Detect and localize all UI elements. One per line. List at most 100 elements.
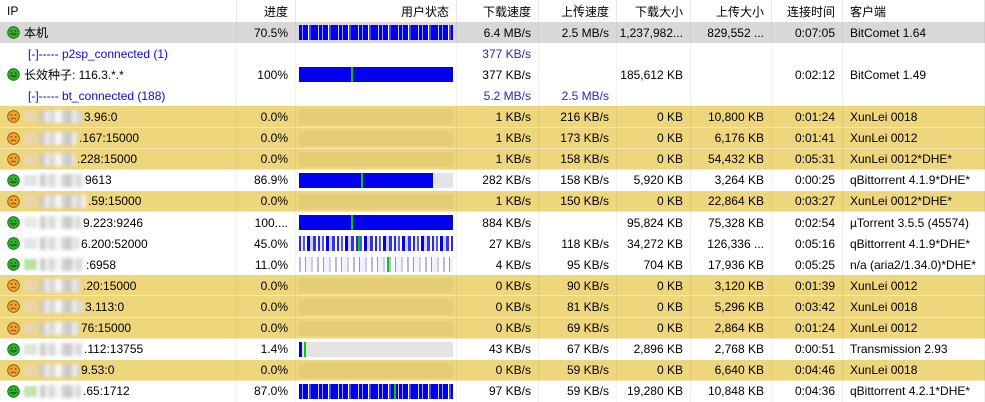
cell-ul_speed bbox=[539, 64, 617, 86]
peer-row[interactable]: 9613 86.9% 282 KB/s 158 KB/s 5,920 KB 3,264 K… bbox=[0, 169, 985, 191]
dl_speed-value: 377 KB/s bbox=[482, 67, 531, 82]
peer-row[interactable]: .59:15000 0.0% 1 KB/s 150 KB/s 0 KB 22,864 KB… bbox=[0, 190, 985, 212]
column-header-client[interactable]: 客户端 bbox=[843, 0, 985, 22]
ip-suffix: 3.113:0 bbox=[85, 299, 125, 314]
progress-pieces-bar bbox=[299, 341, 453, 357]
cell-ul_speed: 67 KB/s bbox=[539, 338, 617, 360]
group-toggle-link[interactable]: [-]----- p2sp_connected (1) bbox=[28, 46, 169, 61]
progress-value: 0.0% bbox=[260, 278, 288, 293]
group-row[interactable]: [-]----- bt_connected (188) 5.2 MB/s 2.5 M… bbox=[0, 85, 985, 107]
column-header-progress[interactable]: 进度 bbox=[237, 0, 296, 22]
table-body: 本机 70.5% 6.4 MB/s 2.5 MB/s 1,237,982... 829,5… bbox=[0, 22, 985, 402]
column-header-ip[interactable]: IP bbox=[0, 0, 237, 22]
ip-address-blurred bbox=[40, 300, 83, 314]
ip-address-blurred bbox=[40, 216, 81, 230]
progress-pieces-bar bbox=[299, 109, 453, 125]
cell-ul_speed: 2.5 MB/s bbox=[539, 85, 617, 107]
client-value: Transmission 2.93 bbox=[850, 342, 948, 357]
group-row[interactable]: [-]----- p2sp_connected (1) 377 KB/s bbox=[0, 43, 985, 65]
dl_speed-value: 97 KB/s bbox=[488, 384, 531, 399]
ul_size-value: 22,864 KB bbox=[707, 194, 764, 209]
cell-ul_speed: 59 KB/s bbox=[539, 380, 617, 402]
dl_speed-value: 6.4 MB/s bbox=[483, 25, 531, 40]
cell-dl_speed: 0 KB/s bbox=[457, 296, 539, 318]
cell-time: 0:05:31 bbox=[772, 148, 843, 170]
time-value: 0:01:41 bbox=[794, 131, 835, 146]
ip-suffix: 3.96:0 bbox=[84, 109, 118, 124]
dl_speed-value: 1 KB/s bbox=[495, 109, 531, 124]
dl_speed-value: 43 KB/s bbox=[488, 342, 531, 357]
peer-row[interactable]: :6958 11.0% 4 KB/s 95 KB/s 704 KB 17,936 KB 0:… bbox=[0, 254, 985, 276]
cell-time bbox=[772, 43, 843, 65]
progress-pieces-bar bbox=[299, 299, 453, 315]
cell-dl_size: 0 KB bbox=[617, 106, 691, 128]
cell-ip: .228:15000 bbox=[0, 148, 237, 170]
progress-value: 0.0% bbox=[260, 194, 288, 209]
cell-dl_size: 0 KB bbox=[617, 190, 691, 212]
peer-row[interactable]: .20:15000 0.0% 0 KB/s 90 KB/s 0 KB 3,120 KB 0:… bbox=[0, 275, 985, 297]
dl_speed-value: 884 KB/s bbox=[482, 215, 531, 230]
named-peer-row[interactable]: 长效种子: 116.3.*.* 100% 377 KB/s 185,612 KB 0:0… bbox=[0, 64, 985, 86]
client-value: qBittorrent 4.1.9*DHE* bbox=[850, 236, 971, 251]
column-header-dl_speed[interactable]: 下载速度 bbox=[457, 0, 539, 22]
ip-address-blurred bbox=[40, 279, 81, 293]
progress-pieces-bar bbox=[299, 320, 453, 336]
ul_speed-value: 90 KB/s bbox=[566, 278, 609, 293]
peer-row[interactable]: 76:15000 0.0% 0 KB/s 69 KB/s 0 KB 2,864 KB 0:0… bbox=[0, 317, 985, 339]
peer-row[interactable]: .228:15000 0.0% 1 KB/s 158 KB/s 0 KB 54,432 K… bbox=[0, 148, 985, 170]
progress-value: 0.0% bbox=[260, 299, 288, 314]
cell-progress: 0.0% bbox=[237, 359, 296, 381]
progress-pieces-bar bbox=[299, 193, 453, 209]
ip-address-blurred bbox=[40, 194, 86, 208]
country-flag-blurred bbox=[24, 385, 37, 397]
cell-dl_speed: 43 KB/s bbox=[457, 338, 539, 360]
time-value: 0:05:25 bbox=[794, 257, 835, 272]
cell-ul_size bbox=[691, 85, 772, 107]
peer-row[interactable]: 9.53:0 0.0% 0 KB/s 59 KB/s 0 KB 6,640 KB 0:04:… bbox=[0, 359, 985, 381]
cell-dl_size: 0 KB bbox=[617, 275, 691, 297]
peer-row[interactable]: .65:1712 87.0% 97 KB/s 59 KB/s 19,280 KB 10,8… bbox=[0, 380, 985, 402]
sad-face-icon bbox=[7, 110, 20, 124]
cell-dl_size: 19,280 KB bbox=[617, 380, 691, 402]
peer-row[interactable]: 6.200:52000 45.0% 27 KB/s 118 KB/s 34,272 KB… bbox=[0, 233, 985, 255]
time-value: 0:07:05 bbox=[794, 25, 835, 40]
dl_size-value: 0 KB bbox=[656, 299, 683, 314]
cell-progress: 0.0% bbox=[237, 317, 296, 339]
named-peer-row[interactable]: 本机 70.5% 6.4 MB/s 2.5 MB/s 1,237,982... 829,5… bbox=[0, 22, 985, 44]
column-header-ul_speed[interactable]: 上传速度 bbox=[539, 0, 617, 22]
column-header-ul_size[interactable]: 上传大小 bbox=[691, 0, 772, 22]
country-flag-blurred bbox=[24, 174, 37, 186]
column-header-status[interactable]: 用户状态 bbox=[296, 0, 457, 22]
dl_speed-value: 0 KB/s bbox=[495, 363, 531, 378]
group-toggle-link[interactable]: [-]----- bt_connected (188) bbox=[28, 88, 166, 103]
peer-row[interactable]: 3.96:0 0.0% 1 KB/s 216 KB/s 0 KB 10,800 KB 0:0… bbox=[0, 106, 985, 128]
column-header-time[interactable]: 连接时间 bbox=[772, 0, 843, 22]
cell-time: 0:01:24 bbox=[772, 106, 843, 128]
ip-address-blurred bbox=[40, 363, 79, 377]
cell-ul_speed: 90 KB/s bbox=[539, 275, 617, 297]
client-value: XunLei 0018 bbox=[850, 109, 918, 124]
peer-row[interactable]: .167:15000 0.0% 1 KB/s 173 KB/s 0 KB 6,176 KB… bbox=[0, 127, 985, 149]
cell-dl_size bbox=[617, 43, 691, 65]
cell-progress: 86.9% bbox=[237, 169, 296, 191]
peer-row[interactable]: 3.113:0 0.0% 0 KB/s 81 KB/s 0 KB 5,296 KB 0:03… bbox=[0, 296, 985, 318]
column-header-dl_size[interactable]: 下载大小 bbox=[617, 0, 691, 22]
cell-client: BitComet 1.49 bbox=[843, 64, 985, 86]
dl_size-value: 0 KB bbox=[656, 363, 683, 378]
ul_speed-value: 216 KB/s bbox=[560, 109, 609, 124]
peer-row[interactable]: .112:13755 1.4% 43 KB/s 67 KB/s 2,896 KB 2,76… bbox=[0, 338, 985, 360]
cell-ip: .59:15000 bbox=[0, 190, 237, 212]
sad-face-icon bbox=[7, 195, 20, 208]
cell-ul_size: 75,328 KB bbox=[691, 211, 772, 234]
cell-client: XunLei 0012 bbox=[843, 127, 985, 149]
ul_size-value: 17,936 KB bbox=[707, 257, 764, 272]
client-value: XunLei 0012 bbox=[850, 278, 918, 293]
peer-row[interactable]: 9.223:9246 100.... 884 KB/s 95,824 KB 75,328… bbox=[0, 211, 985, 234]
time-value: 0:02:12 bbox=[794, 67, 835, 82]
happy-face-icon bbox=[7, 237, 20, 250]
ul_speed-value: 2.5 MB/s bbox=[561, 88, 609, 103]
downloading-piece-marker bbox=[351, 67, 354, 83]
bar-fill bbox=[299, 25, 453, 41]
downloading-piece-marker bbox=[394, 383, 397, 399]
cell-status bbox=[296, 169, 457, 191]
